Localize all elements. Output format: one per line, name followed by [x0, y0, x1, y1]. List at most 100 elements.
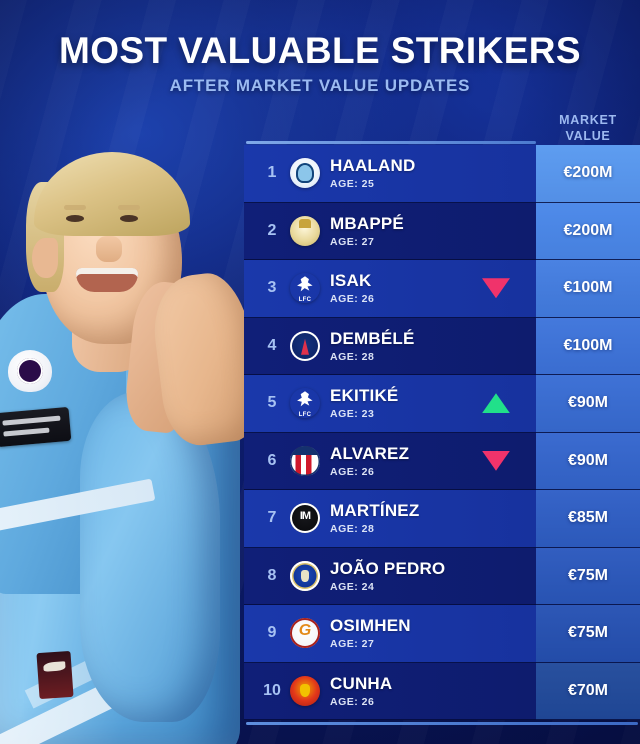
player-mouth: [76, 268, 138, 292]
player-name-block: JOÃO PEDRO AGE: 24: [330, 559, 445, 593]
market-value-cell: €100M: [536, 260, 640, 318]
puma-logo-icon: [36, 650, 74, 700]
player-arm: [80, 392, 220, 722]
club-badge-icon: [290, 618, 320, 649]
player-name-block: ISAK AGE: 26: [330, 271, 374, 305]
player-age: AGE: 26: [330, 695, 375, 708]
table-row[interactable]: 8 JOÃO PEDRO AGE: 24 €75M: [244, 547, 640, 605]
page-subtitle: AFTER MARKET VALUE UPDATES: [169, 76, 471, 95]
club-badge-icon: [290, 503, 320, 534]
player-age: AGE: 26: [330, 293, 375, 306]
no-room-for-racism-patch-icon: [0, 406, 72, 448]
player-name-block: OSIMHEN AGE: 27: [330, 616, 411, 650]
rank-number: 7: [267, 509, 277, 527]
table-row[interactable]: 4 DEMBÉLÉ AGE: 28 €100M: [244, 317, 640, 375]
player-cell: 9 OSIMHEN AGE: 27: [244, 605, 536, 663]
table-bottom-divider: [246, 722, 638, 725]
player-name-block: MBAPPÉ AGE: 27: [330, 214, 404, 248]
player-name: OSIMHEN: [330, 616, 411, 636]
player-eyebrow-left: [64, 205, 86, 210]
market-value-cell: €85M: [536, 490, 640, 548]
player-eye-left: [66, 215, 84, 222]
player-cell: 2 MBAPPÉ AGE: 27: [244, 202, 536, 260]
market-value-cell: €75M: [536, 605, 640, 663]
market-value-cell: €200M: [536, 145, 640, 203]
player-eye-right: [120, 215, 138, 222]
rank-number: 10: [263, 681, 281, 699]
market-value-column-header: MARKET VALUE: [536, 112, 640, 144]
market-value-cell: €100M: [536, 317, 640, 375]
rank-number: 5: [267, 394, 277, 412]
market-value-cell: €90M: [536, 375, 640, 433]
player-cell: 3 ISAK AGE: 26: [244, 260, 536, 318]
player-name: CUNHA: [330, 673, 393, 693]
table-row[interactable]: 6 ALVAREZ AGE: 26 €90M: [244, 432, 640, 490]
market-value-cell: €70M: [536, 662, 640, 720]
player-name-block: CUNHA AGE: 26: [330, 674, 392, 708]
player-cell: 7 MARTÍNEZ AGE: 28: [244, 490, 536, 548]
player-name-block: ALVAREZ AGE: 26: [330, 444, 409, 478]
rank-number: 1: [267, 164, 277, 182]
player-cell: 4 DEMBÉLÉ AGE: 28: [244, 317, 536, 375]
club-badge-icon: [290, 158, 320, 189]
market-value-header-line2: VALUE: [565, 129, 611, 143]
trend-down-icon: [482, 450, 510, 471]
club-badge-icon: [290, 388, 320, 418]
player-name-block: DEMBÉLÉ AGE: 28: [330, 329, 415, 363]
player-name: MBAPPÉ: [330, 213, 404, 233]
player-age: AGE: 28: [330, 350, 375, 363]
rank-number: 2: [267, 221, 277, 239]
player-name: MARTÍNEZ: [330, 501, 420, 521]
premier-league-badge-icon: [8, 350, 52, 392]
table-row[interactable]: 5 EKITIKÉ AGE: 23 €90M: [244, 375, 640, 433]
table-row[interactable]: 1 HAALAND AGE: 25 €200M: [244, 145, 640, 203]
player-cell: 10 CUNHA AGE: 26: [244, 662, 536, 720]
club-badge-icon: [290, 330, 320, 361]
player-ear: [32, 238, 58, 278]
player-age: AGE: 24: [330, 580, 375, 593]
club-badge-icon: [290, 273, 320, 303]
club-badge-icon: [290, 560, 320, 591]
trend-up-icon: [482, 393, 510, 414]
rank-number: 4: [267, 336, 277, 354]
market-value-cell: €90M: [536, 432, 640, 490]
player-age: AGE: 28: [330, 523, 375, 536]
player-cell: 5 EKITIKÉ AGE: 23: [244, 375, 536, 433]
player-nose: [96, 236, 122, 262]
table-row[interactable]: 7 MARTÍNEZ AGE: 28 €85M: [244, 490, 640, 548]
player-cell: 8 JOÃO PEDRO AGE: 24: [244, 547, 536, 605]
player-name-block: HAALAND AGE: 25: [330, 156, 415, 190]
table-top-divider: [246, 141, 536, 144]
player-age: AGE: 27: [330, 638, 375, 651]
market-value-cell: €200M: [536, 202, 640, 260]
player-photo-haaland: [0, 104, 280, 744]
player-age: AGE: 27: [330, 235, 375, 248]
market-value-header-line1: MARKET: [559, 113, 617, 127]
rank-number: 3: [267, 279, 277, 297]
table-row[interactable]: 3 ISAK AGE: 26 €100M: [244, 260, 640, 318]
market-value-cell: €75M: [536, 547, 640, 605]
player-name: ISAK: [330, 271, 372, 291]
rank-number: 6: [267, 451, 277, 469]
player-name: DEMBÉLÉ: [330, 328, 415, 348]
player-name-block: EKITIKÉ AGE: 23: [330, 386, 398, 420]
player-hair: [34, 152, 190, 236]
rank-number: 8: [267, 566, 277, 584]
player-age: AGE: 26: [330, 465, 375, 478]
table-row[interactable]: 9 OSIMHEN AGE: 27 €75M: [244, 605, 640, 663]
table-row[interactable]: 2 MBAPPÉ AGE: 27 €200M: [244, 202, 640, 260]
player-age: AGE: 23: [330, 408, 375, 421]
club-badge-icon: [290, 675, 320, 706]
player-cell: 1 HAALAND AGE: 25: [244, 145, 536, 203]
player-name: HAALAND: [330, 156, 416, 176]
player-eyebrow-right: [118, 205, 140, 210]
table-row[interactable]: 10 CUNHA AGE: 26 €70M: [244, 662, 640, 720]
player-name: JOÃO PEDRO: [330, 558, 446, 578]
player-name: ALVAREZ: [330, 443, 410, 463]
club-badge-icon: [290, 445, 320, 476]
club-badge-icon: [290, 215, 320, 246]
player-cell: 6 ALVAREZ AGE: 26: [244, 432, 536, 490]
page-title: MOST VALUABLE STRIKERS: [58, 30, 581, 71]
player-name: EKITIKÉ: [330, 386, 399, 406]
trend-down-icon: [482, 278, 510, 299]
